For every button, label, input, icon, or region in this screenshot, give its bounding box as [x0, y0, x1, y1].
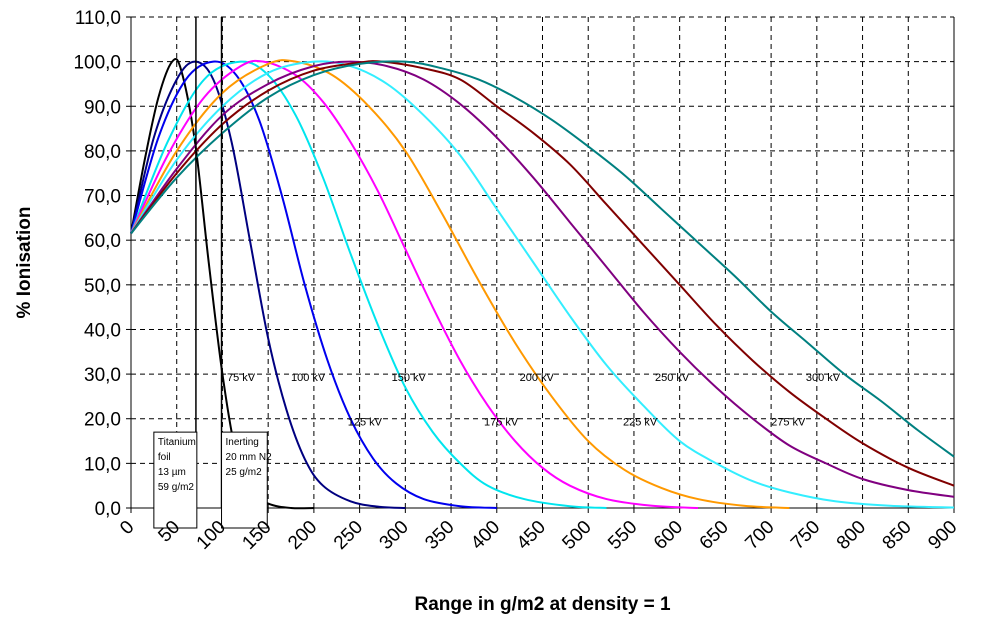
- y-tick-label: 60,0: [84, 231, 121, 252]
- annotation-text: Titanium: [158, 437, 196, 448]
- curve-label: 250 kV: [655, 372, 690, 384]
- y-tick-label: 90,0: [84, 97, 121, 118]
- annotation-boxes: Titanium foil 13 µm 59 g/m2 Inerting 20 mm N2…: [153, 431, 273, 529]
- annotation-text: foil: [158, 452, 171, 463]
- series-line-200-kv: [130, 59, 790, 509]
- tick-labels: 0,0 10,0 20,0 30,0 40,0 50,0 60,0 70,0 80,0 90,0 1…: [73, 8, 961, 554]
- y-tick-label: 40,0: [84, 320, 121, 341]
- y-tick-label: 10,0: [84, 454, 121, 475]
- y-tick-label: 20,0: [84, 410, 121, 431]
- y-axis-title: % Ionisation: [14, 207, 35, 319]
- annotation-text: 13 µm: [158, 467, 186, 478]
- x-tick-label: 650: [696, 517, 733, 554]
- series-line-275-kv: [130, 60, 955, 487]
- x-tick-label: 600: [650, 517, 687, 554]
- x-tick-label: 700: [741, 517, 778, 554]
- x-tick-label: 350: [421, 517, 458, 554]
- curve-label: 125 kV: [348, 416, 383, 428]
- x-tick-label: 550: [604, 517, 641, 554]
- x-tick-label: 300: [376, 517, 413, 554]
- y-tick-label: 110,0: [75, 8, 121, 29]
- curve-label: 275 kV: [771, 416, 806, 428]
- annotation-text: 25 g/m2: [226, 467, 263, 478]
- series-line-250-kv: [130, 60, 955, 498]
- y-tick-label: 80,0: [84, 142, 121, 163]
- curve-label: 75 kV: [227, 372, 256, 384]
- curve-label: 225 kV: [623, 416, 658, 428]
- curve-label: 200 kV: [520, 372, 555, 384]
- curve-labels: 75 kV 100 kV 125 kV 150 kV 175 kV 200 kV 225 k…: [227, 372, 841, 429]
- vertical-markers: [195, 17, 223, 508]
- series-line-100-kv: [130, 60, 406, 509]
- series-line-225-kv: [130, 60, 955, 509]
- x-tick-label: 750: [787, 517, 824, 554]
- x-tick-label: 500: [558, 517, 595, 554]
- annotation-text: 59 g/m2: [158, 482, 195, 493]
- curve-label: 100 kV: [291, 372, 326, 384]
- y-tick-label: 100,0: [73, 53, 121, 74]
- x-tick-label: 400: [467, 517, 504, 554]
- curve-label: 175 kV: [484, 416, 519, 428]
- x-tick-label: 900: [924, 517, 961, 554]
- y-tick-label: 50,0: [84, 276, 121, 297]
- y-tick-label: 0,0: [95, 499, 121, 520]
- curve-label: 150 kV: [392, 372, 427, 384]
- curve-label: 300 kV: [806, 372, 841, 384]
- series-line-150-kv: [130, 60, 607, 509]
- x-tick-label: 200: [284, 517, 321, 554]
- annotation-text: 20 mm N2: [226, 452, 273, 463]
- series-line-300-kv: [130, 60, 955, 458]
- series-line-125-kv: [130, 60, 497, 509]
- series-line-175-kv: [130, 59, 699, 509]
- annotation-box: [221, 431, 268, 529]
- y-tick-label: 70,0: [84, 187, 121, 208]
- x-tick-label: 250: [330, 517, 367, 554]
- x-axis-title: Range in g/m2 at density = 1: [414, 594, 670, 615]
- x-tick-label: 450: [513, 517, 550, 554]
- x-tick-label: 0: [116, 517, 138, 539]
- x-tick-label: 850: [879, 517, 916, 554]
- y-tick-label: 30,0: [84, 365, 121, 386]
- x-tick-label: 800: [833, 517, 870, 554]
- annotation-text: Inerting: [226, 437, 259, 448]
- annotation-box: [153, 431, 198, 529]
